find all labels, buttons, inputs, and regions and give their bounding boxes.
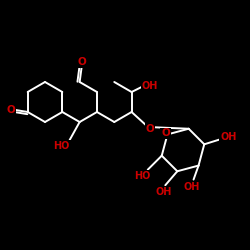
- Text: O: O: [146, 124, 154, 134]
- Text: O: O: [6, 105, 15, 115]
- Text: OH: OH: [220, 132, 236, 142]
- Text: O: O: [161, 128, 170, 138]
- Text: OH: OH: [142, 81, 158, 91]
- Text: HO: HO: [134, 171, 151, 181]
- Text: O: O: [77, 57, 86, 67]
- Text: OH: OH: [183, 182, 200, 192]
- Text: OH: OH: [155, 187, 172, 197]
- Text: HO: HO: [54, 141, 70, 151]
